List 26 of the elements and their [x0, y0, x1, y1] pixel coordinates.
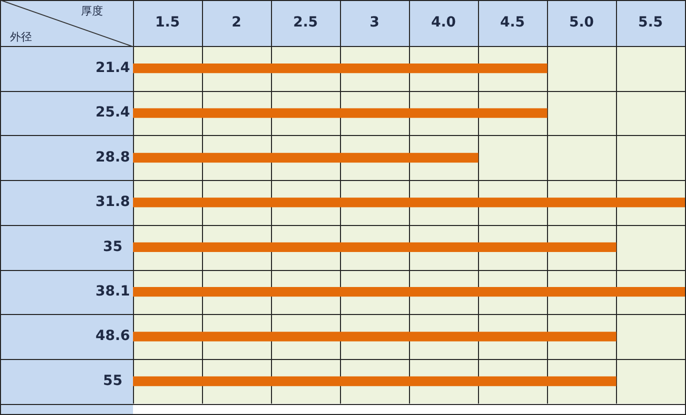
bar	[133, 108, 548, 118]
y-tick-label: 31.8	[95, 194, 130, 210]
text: 外径	[10, 30, 32, 44]
text: 5.0	[569, 14, 594, 31]
y-tick-label: 48.6	[95, 328, 130, 344]
text: 4.5	[500, 14, 525, 31]
bar	[133, 287, 685, 297]
bar	[133, 376, 616, 386]
y-tick-label: 55	[102, 372, 122, 389]
text: 2	[232, 14, 242, 31]
bar	[133, 198, 685, 208]
bar	[133, 332, 616, 342]
text: 3	[370, 14, 380, 31]
text: 厚度	[81, 4, 103, 18]
text: 2.5	[293, 14, 318, 31]
bar	[133, 64, 548, 74]
bar	[133, 152, 478, 163]
y-tick-label: 21.4	[95, 60, 130, 76]
y-tick-label: 28.8	[95, 149, 130, 166]
text: 4.0	[431, 14, 456, 31]
y-tick-label: 35	[102, 238, 122, 255]
text: 5.5	[638, 14, 663, 31]
text: 1.5	[155, 14, 180, 31]
bar	[133, 242, 616, 252]
y-tick-label: 25.4	[95, 104, 130, 121]
y-tick-label: 38.1	[95, 283, 130, 300]
